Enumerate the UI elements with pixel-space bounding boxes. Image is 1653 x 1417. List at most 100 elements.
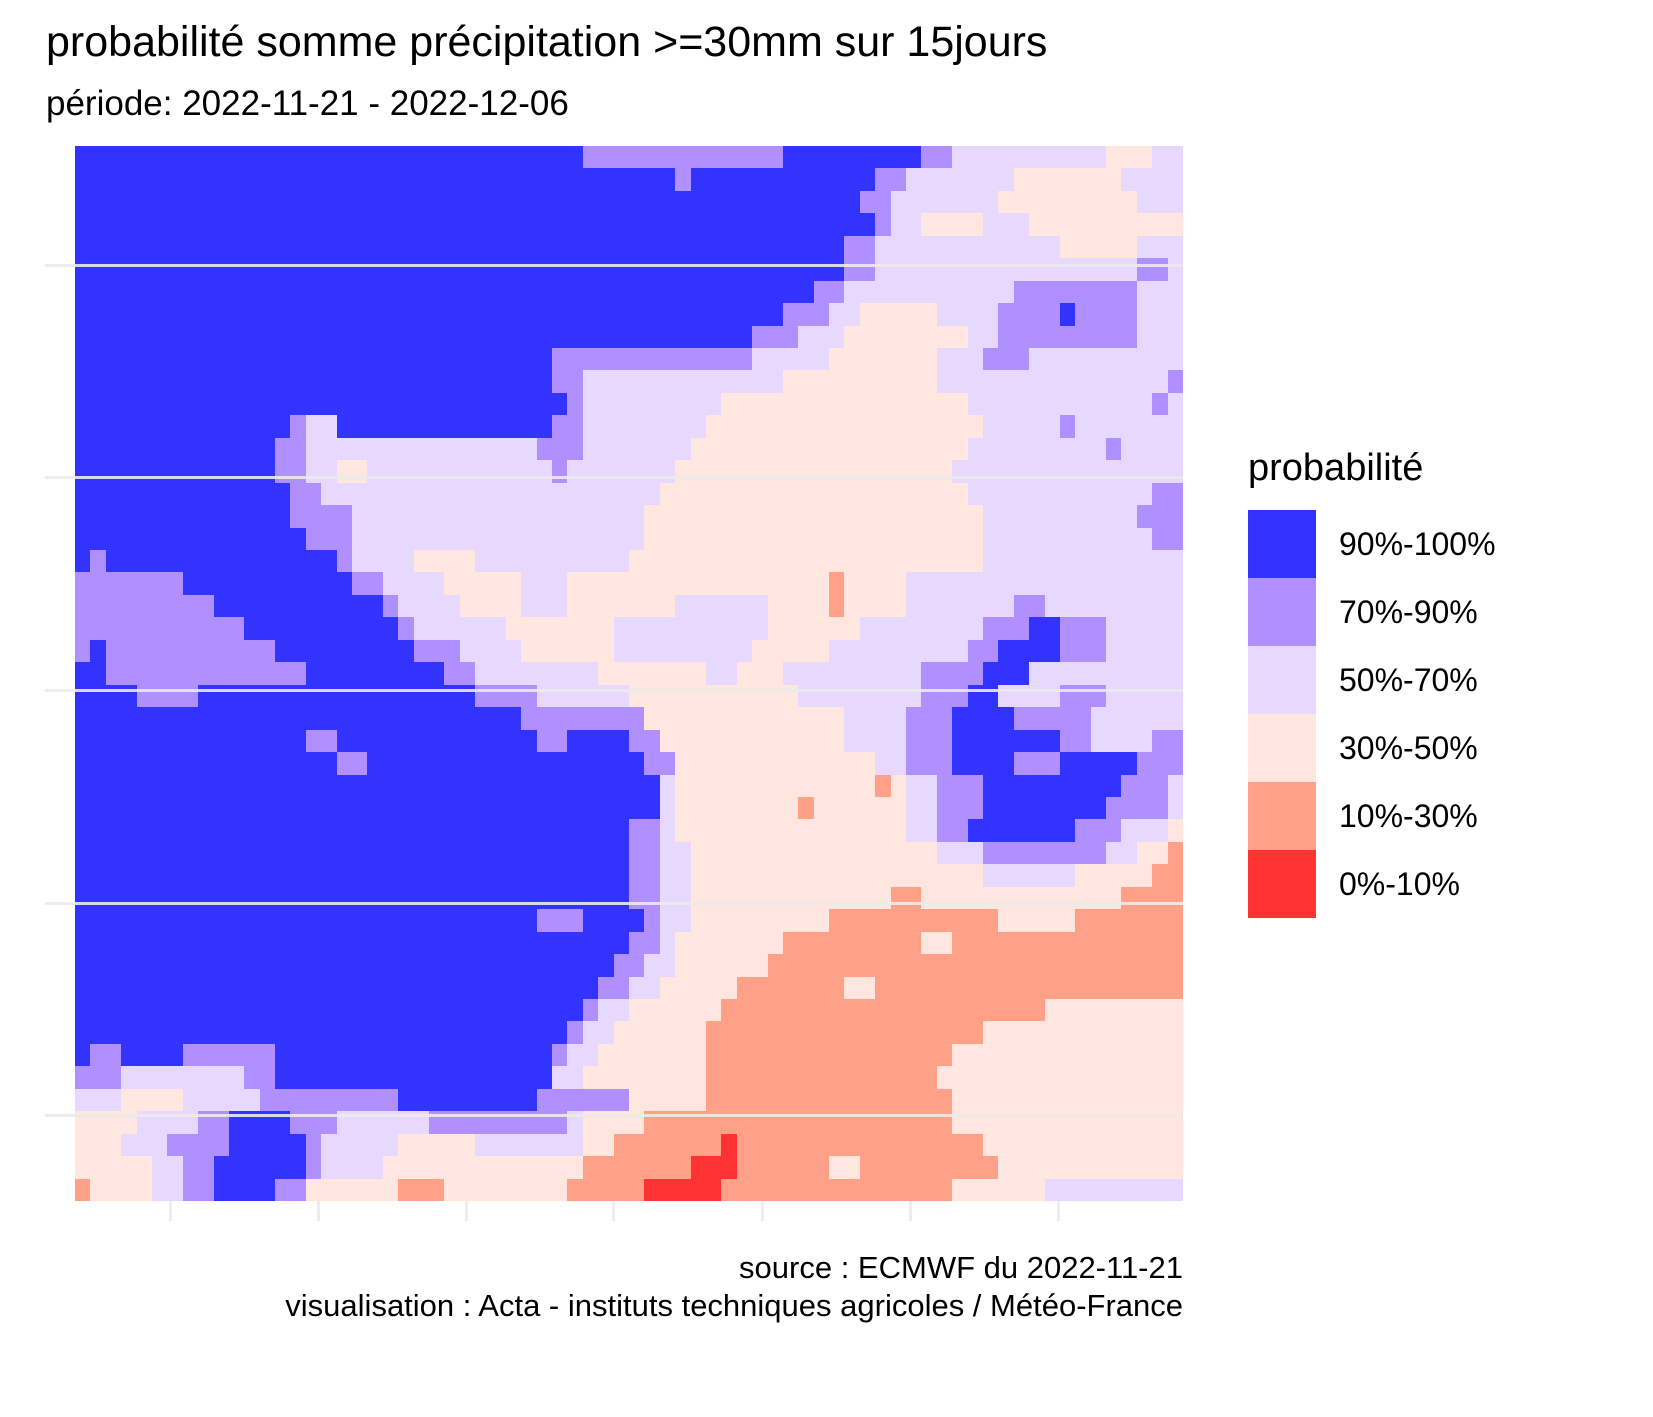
grid-cell	[1029, 146, 1045, 169]
grid-cell	[475, 572, 491, 595]
grid-cell	[413, 639, 429, 663]
grid-cell	[213, 460, 229, 483]
grid-cell	[1029, 482, 1045, 506]
grid-cell	[352, 415, 368, 438]
grid-cell	[629, 280, 645, 304]
grid-cell	[475, 235, 491, 259]
grid-cell	[367, 415, 383, 438]
grid-cell	[906, 168, 922, 191]
grid-cell	[490, 1178, 506, 1201]
grid-cell	[398, 594, 414, 618]
grid-cell	[151, 437, 168, 461]
grid-cell	[921, 1178, 937, 1201]
grid-cell	[121, 886, 137, 910]
grid-cell	[428, 572, 445, 595]
grid-cell	[244, 482, 260, 506]
grid-cell	[305, 190, 322, 214]
grid-cell	[536, 1043, 553, 1067]
grid-cell	[136, 774, 152, 797]
grid-cell	[844, 1156, 860, 1179]
grid-cell	[136, 460, 152, 483]
grid-cell	[982, 146, 999, 169]
grid-cell	[167, 146, 183, 169]
grid-cell	[675, 1178, 691, 1201]
grid-cell	[244, 280, 260, 304]
grid-cell	[659, 886, 676, 910]
grid-cell	[690, 954, 706, 977]
grid-cell	[690, 864, 706, 887]
grid-cell	[167, 998, 183, 1022]
grid-cell	[75, 168, 91, 191]
grid-cell	[321, 392, 337, 416]
grid-cell	[1029, 639, 1045, 663]
grid-cell	[490, 437, 506, 461]
grid-cell	[505, 146, 522, 169]
grid-cell	[1090, 752, 1107, 775]
grid-cell	[1059, 954, 1076, 977]
grid-cell	[1013, 1066, 1030, 1089]
grid-cell	[998, 213, 1014, 236]
grid-cell	[121, 819, 137, 842]
grid-cell	[198, 774, 214, 797]
grid-cell	[90, 796, 106, 820]
grid-cell	[767, 325, 783, 349]
grid-cell	[690, 572, 706, 595]
grid-cell	[398, 662, 414, 685]
chart-title: probabilité somme précipitation >=30mm s…	[46, 18, 1048, 66]
grid-cell	[705, 954, 722, 977]
grid-cell	[321, 280, 337, 304]
grid-cell	[1152, 550, 1168, 573]
grid-cell	[1044, 707, 1060, 730]
grid-cell	[259, 796, 276, 820]
grid-cell	[598, 1088, 614, 1112]
grid-cell	[459, 1043, 476, 1067]
grid-cell	[352, 684, 368, 708]
grid-cell	[105, 841, 122, 865]
grid-cell	[167, 1111, 183, 1134]
grid-cell	[1106, 1133, 1122, 1157]
grid-cell	[582, 976, 599, 999]
grid-cell	[1044, 841, 1060, 865]
grid-cell	[75, 572, 91, 595]
grid-cell	[490, 370, 506, 393]
grid-cell	[1106, 954, 1122, 977]
grid-cell	[475, 1133, 491, 1157]
grid-cell	[521, 1021, 537, 1044]
grid-cell	[505, 639, 522, 663]
grid-cell	[644, 437, 660, 461]
grid-cell	[582, 482, 599, 506]
grid-cell	[475, 1066, 491, 1089]
grid-cell	[367, 190, 383, 214]
grid-cell	[1136, 370, 1153, 393]
grid-cell	[459, 909, 476, 932]
grid-cell	[890, 1133, 906, 1157]
grid-cell	[705, 931, 722, 955]
grid-cell	[121, 1111, 137, 1134]
grid-cell	[121, 550, 137, 573]
grid-cell	[1106, 280, 1122, 304]
grid-cell	[336, 190, 352, 214]
grid-cell	[675, 370, 691, 393]
grid-cell	[598, 1178, 614, 1201]
grid-cell	[228, 998, 245, 1022]
grid-cell	[228, 168, 245, 191]
grid-cell	[629, 594, 645, 618]
legend-label: 10%-30%	[1339, 797, 1478, 834]
grid-cell	[859, 1178, 876, 1201]
grid-cell	[75, 1111, 91, 1134]
grid-cell	[428, 1111, 445, 1134]
grid-cell	[552, 639, 568, 663]
grid-cell	[952, 213, 968, 236]
grid-cell	[1167, 460, 1183, 483]
grid-cell	[1167, 1066, 1183, 1089]
grid-cell	[75, 325, 91, 349]
grid-cell	[228, 1066, 245, 1089]
grid-cell	[1167, 774, 1183, 797]
grid-cell	[736, 415, 753, 438]
grid-cell	[367, 1133, 383, 1157]
grid-cell	[705, 729, 722, 753]
grid-cell	[198, 370, 214, 393]
grid-cell	[736, 1133, 753, 1157]
grid-cell	[521, 303, 537, 326]
grid-cell	[690, 1021, 706, 1044]
